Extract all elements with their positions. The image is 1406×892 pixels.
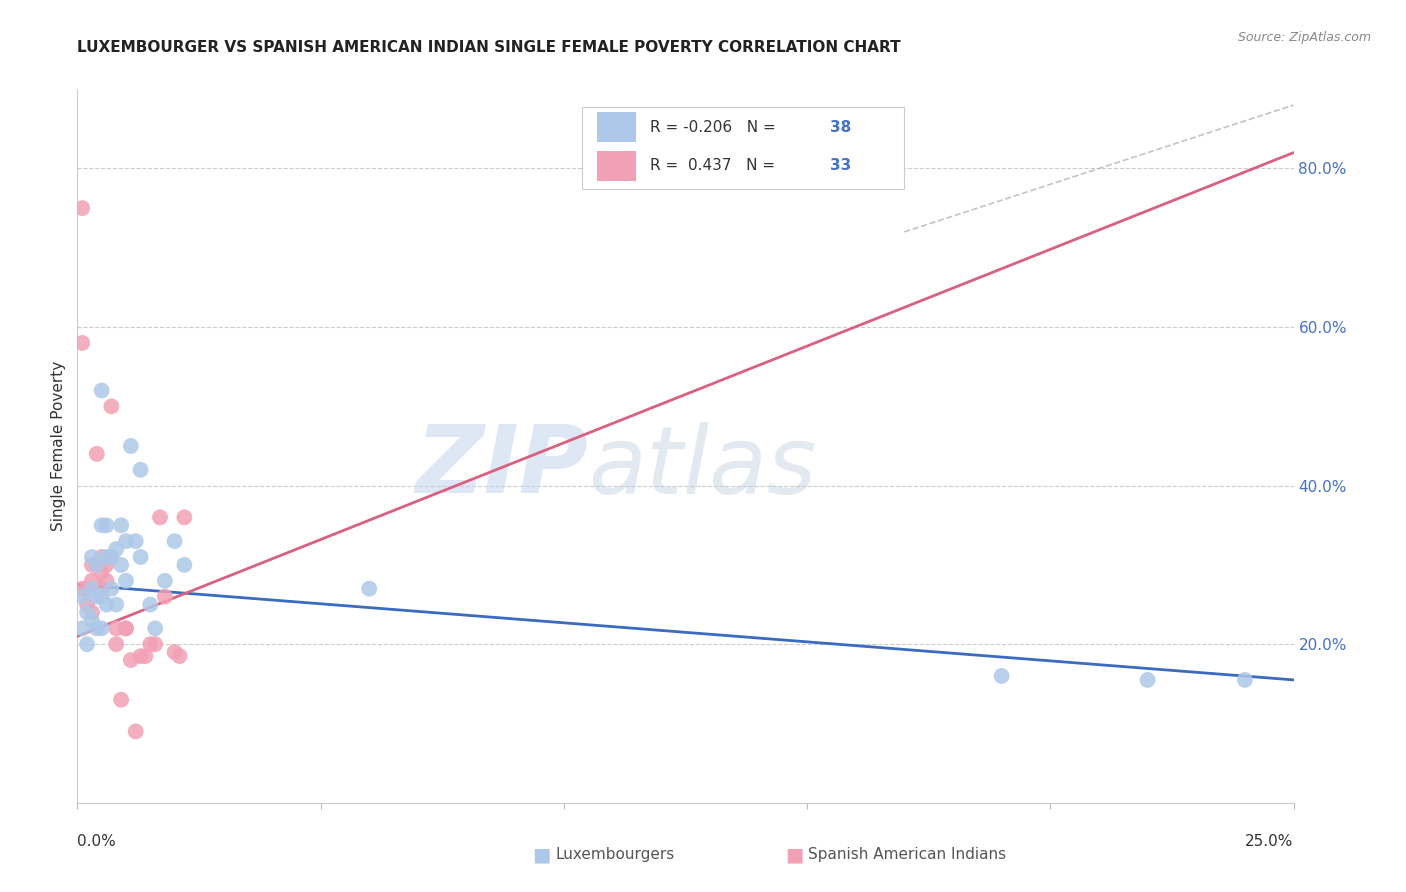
Point: [76, 582, 98, 596]
Point: [1233, 673, 1256, 687]
Point: [90, 518, 112, 533]
Point: [80, 606, 103, 620]
Point: [1136, 673, 1159, 687]
Text: LUXEMBOURGER VS SPANISH AMERICAN INDIAN SINGLE FEMALE POVERTY CORRELATION CHART: LUXEMBOURGER VS SPANISH AMERICAN INDIAN …: [77, 40, 901, 55]
Point: [90, 621, 112, 635]
Point: [105, 621, 128, 635]
Point: [100, 582, 122, 596]
Point: [173, 510, 195, 524]
Text: 38: 38: [830, 120, 852, 135]
Text: Source: ZipAtlas.com: Source: ZipAtlas.com: [1237, 31, 1371, 45]
Point: [149, 510, 172, 524]
Point: [110, 558, 132, 572]
Point: [110, 692, 132, 706]
Bar: [596, 151, 636, 180]
Point: [90, 582, 112, 596]
Point: [96, 549, 118, 564]
Point: [80, 582, 103, 596]
Point: [90, 566, 112, 580]
Point: [100, 400, 122, 414]
Point: [125, 724, 148, 739]
Text: ZIP: ZIP: [415, 421, 588, 514]
Point: [173, 558, 195, 572]
Text: ■: ■: [531, 845, 551, 864]
Text: atlas: atlas: [588, 422, 817, 513]
Point: [86, 558, 108, 572]
Point: [143, 637, 166, 651]
Point: [100, 549, 122, 564]
Text: 0.0%: 0.0%: [77, 834, 117, 848]
Point: [169, 649, 191, 664]
Point: [86, 590, 108, 604]
Point: [80, 574, 103, 588]
Point: [70, 582, 93, 596]
Y-axis label: Single Female Poverty: Single Female Poverty: [51, 361, 66, 531]
Point: [125, 534, 148, 549]
Text: Spanish American Indians: Spanish American Indians: [808, 847, 1007, 862]
Point: [115, 621, 138, 635]
Point: [86, 621, 108, 635]
Text: 25.0%: 25.0%: [1246, 834, 1294, 848]
Point: [90, 384, 112, 398]
Point: [120, 653, 142, 667]
Point: [990, 669, 1012, 683]
Text: R = -0.206   N =: R = -0.206 N =: [650, 120, 780, 135]
Point: [105, 542, 128, 557]
Point: [115, 534, 138, 549]
Point: [120, 439, 142, 453]
Point: [86, 447, 108, 461]
Point: [115, 621, 138, 635]
Point: [129, 549, 152, 564]
Point: [76, 598, 98, 612]
Point: [163, 534, 186, 549]
Point: [110, 518, 132, 533]
Point: [80, 614, 103, 628]
Point: [70, 335, 93, 350]
Point: [129, 649, 152, 664]
Point: [96, 598, 118, 612]
Point: [129, 463, 152, 477]
Point: [70, 590, 93, 604]
Point: [70, 201, 93, 215]
Point: [90, 549, 112, 564]
Point: [105, 637, 128, 651]
Point: [163, 645, 186, 659]
Point: [96, 518, 118, 533]
Point: [153, 574, 176, 588]
Point: [139, 598, 162, 612]
Point: [76, 606, 98, 620]
Point: [96, 558, 118, 572]
Point: [134, 649, 156, 664]
Point: [90, 590, 112, 604]
FancyBboxPatch shape: [582, 107, 904, 189]
Point: [359, 582, 381, 596]
Point: [80, 549, 103, 564]
Point: [100, 549, 122, 564]
Text: 33: 33: [830, 158, 852, 173]
Text: Luxembourgers: Luxembourgers: [555, 847, 675, 862]
Point: [143, 621, 166, 635]
Point: [86, 558, 108, 572]
Point: [70, 621, 93, 635]
Point: [96, 574, 118, 588]
Bar: [596, 112, 636, 142]
Point: [115, 574, 138, 588]
Point: [76, 637, 98, 651]
Text: ■: ■: [785, 845, 804, 864]
Point: [153, 590, 176, 604]
Text: R =  0.437   N =: R = 0.437 N =: [650, 158, 780, 173]
Point: [105, 598, 128, 612]
Point: [139, 637, 162, 651]
Point: [80, 558, 103, 572]
